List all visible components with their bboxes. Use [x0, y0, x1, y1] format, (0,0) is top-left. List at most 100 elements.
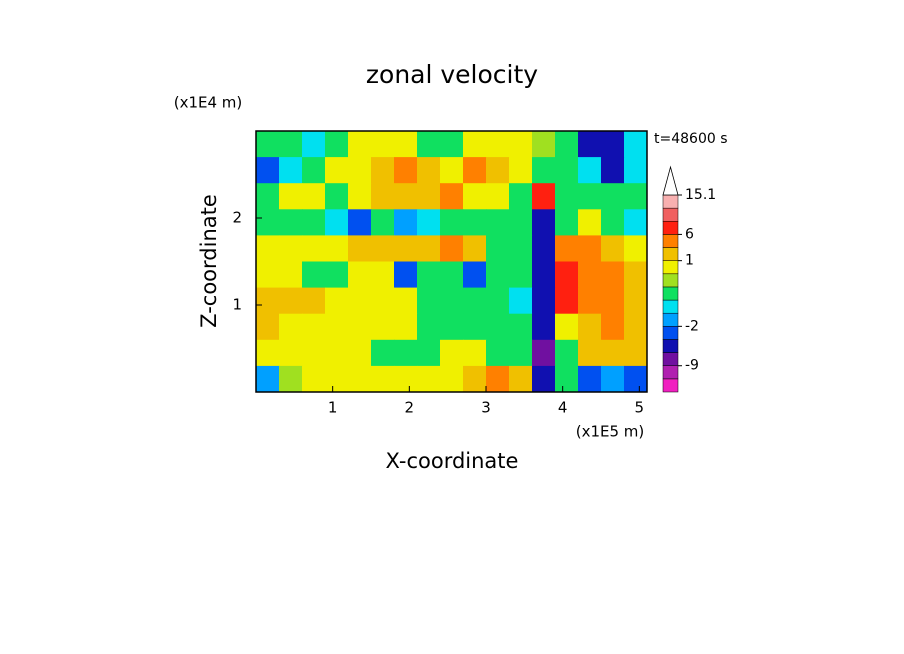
contour-cell: [486, 261, 510, 289]
contour-cell: [371, 313, 395, 341]
contour-cell: [417, 209, 441, 236]
contour-cell: [555, 183, 579, 210]
contour-cell: [371, 287, 395, 315]
contour-cell: [279, 339, 303, 367]
contour-cell: [302, 261, 326, 289]
y-tick-label: 2: [232, 209, 242, 227]
contour-cell: [417, 183, 441, 210]
colorbar-box: [662, 299, 679, 314]
contour-cell: [463, 209, 487, 236]
contour-cell: [578, 235, 602, 262]
contour-cell: [371, 183, 395, 210]
contour-cell: [417, 261, 441, 289]
contour-cell: [463, 287, 487, 315]
contour-cell: [302, 183, 326, 210]
contour-cell: [256, 209, 280, 236]
contour-cell: [417, 339, 441, 367]
contour-cell: [302, 287, 326, 315]
contour-cell: [601, 287, 625, 315]
contour-cell: [394, 157, 418, 184]
contour-cell: [325, 261, 349, 289]
contour-cell: [394, 365, 418, 393]
contour-cell: [417, 131, 441, 158]
contour-cell: [486, 287, 510, 315]
contour-cell: [555, 157, 579, 184]
contour-cell: [486, 131, 510, 158]
contour-cell: [302, 157, 326, 184]
contour-cell: [463, 365, 487, 393]
contour-cell: [509, 365, 533, 393]
colorbar-box: [662, 286, 679, 301]
contour-cell: [624, 287, 648, 315]
contour-cell: [256, 131, 280, 158]
contour-cell: [417, 235, 441, 262]
contour-cell: [601, 183, 625, 210]
contour-cell: [256, 287, 280, 315]
contour-cell: [302, 235, 326, 262]
contour-cell: [555, 365, 579, 393]
contour-cell: [601, 157, 625, 184]
contour-cell: [532, 339, 556, 367]
contour-cell: [256, 235, 280, 262]
contour-cell: [624, 157, 648, 184]
contour-cell: [578, 339, 602, 367]
contour-cell: [256, 365, 280, 393]
contour-cell: [555, 209, 579, 236]
contour-cell: [555, 131, 579, 158]
contour-cell: [463, 235, 487, 262]
contour-cell: [440, 183, 464, 210]
contour-cell: [348, 209, 372, 236]
contour-cell: [555, 235, 579, 262]
contour-cell: [532, 287, 556, 315]
contour-cell: [394, 261, 418, 289]
contour-cell: [279, 183, 303, 210]
contour-cell: [509, 131, 533, 158]
contour-cell: [325, 157, 349, 184]
colorbar-box: [662, 352, 679, 366]
contour-cell: [279, 287, 303, 315]
contour-cell: [279, 235, 303, 262]
x-tick-label: 3: [481, 399, 491, 417]
contour-cell: [256, 157, 280, 184]
contour-cell: [302, 131, 326, 158]
contour-cell: [532, 261, 556, 289]
colorbar-arrow: [662, 165, 679, 196]
contour-cell: [371, 235, 395, 262]
contour-cell: [578, 287, 602, 315]
contour-cell: [371, 209, 395, 236]
contour-cell: [532, 365, 556, 393]
contour-cell: [279, 261, 303, 289]
colorbar-box: [662, 365, 679, 380]
contour-cell: [555, 339, 579, 367]
contour-cell: [325, 287, 349, 315]
contour-cell: [417, 313, 441, 341]
colorbar-box: [662, 247, 679, 261]
contour-cell: [601, 131, 625, 158]
contour-cell: [325, 183, 349, 210]
contour-cell: [394, 287, 418, 315]
contour-cell: [532, 235, 556, 262]
contour-cell: [348, 235, 372, 262]
contour-cell: [578, 261, 602, 289]
contour-cell: [624, 183, 648, 210]
contour-cell: [624, 209, 648, 236]
contour-cell: [256, 339, 280, 367]
contour-cell: [256, 261, 280, 289]
time-annotation: t=48600 s: [654, 131, 728, 147]
contour-cell: [555, 313, 579, 341]
contour-cell: [440, 339, 464, 367]
contour-cell: [624, 261, 648, 289]
x-unit: (x1E5 m): [576, 423, 645, 441]
colorbar-label: -2: [685, 318, 699, 334]
x-label: X-coordinate: [386, 449, 519, 473]
contour-cell: [348, 365, 372, 393]
contour-cell: [256, 183, 280, 210]
contour-cell: [578, 183, 602, 210]
x-tick-label: 5: [635, 399, 645, 417]
contour-cell: [486, 209, 510, 236]
contour-cell: [601, 313, 625, 341]
contour-cell: [578, 157, 602, 184]
contour-cell: [279, 365, 303, 393]
contour-cell: [440, 261, 464, 289]
